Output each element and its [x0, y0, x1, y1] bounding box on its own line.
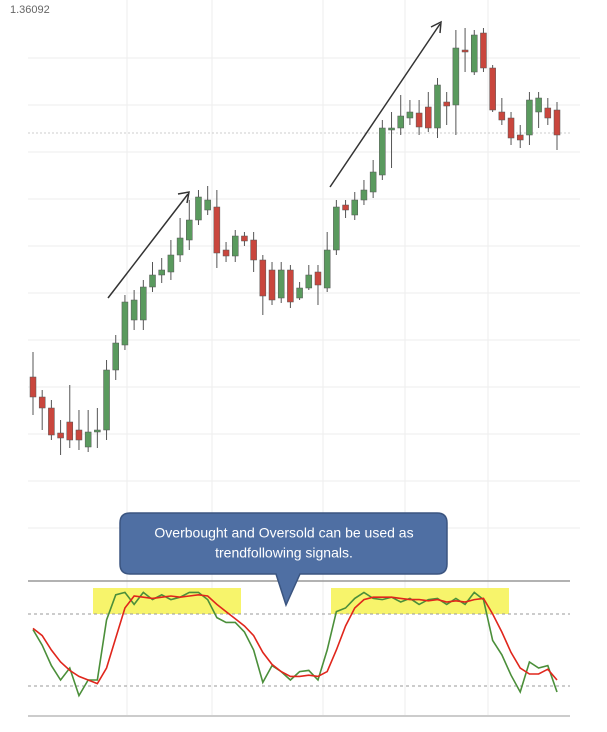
candle-body: [130, 299, 138, 321]
candle-body: [48, 407, 55, 436]
candle-body: [204, 199, 211, 211]
candle-body: [323, 249, 331, 289]
trend-arrows: [107, 20, 442, 299]
callout-text: Overbought and Oversold can be used as: [154, 525, 413, 541]
candle-body: [103, 369, 110, 431]
marks: [28, 28, 570, 698]
candle-body: [75, 429, 83, 441]
candle-body: [305, 274, 313, 289]
candle-body: [342, 204, 349, 211]
candle-body: [57, 432, 64, 439]
candle-body: [443, 101, 450, 107]
candle-body: [140, 286, 147, 321]
candle-body: [158, 269, 165, 276]
candle-body: [526, 99, 533, 136]
candle-body: [489, 67, 496, 111]
price-label: 1.36092: [10, 4, 50, 16]
candle-body: [535, 97, 542, 113]
candle-body: [176, 237, 184, 256]
candle-body: [222, 249, 230, 257]
candle-body: [397, 115, 404, 129]
candle-body: [507, 117, 515, 139]
candle-body: [94, 429, 101, 433]
candle-body: [369, 171, 377, 193]
candle-body: [480, 32, 487, 69]
candle-body: [84, 431, 92, 448]
candle-body: [195, 196, 202, 221]
highlight: [331, 588, 509, 614]
oscillator-line: [32, 593, 558, 685]
candle-body: [498, 111, 506, 121]
callout-text: trendfollowing signals.: [215, 545, 353, 561]
candle-body: [379, 127, 386, 176]
candle-body: [415, 112, 423, 128]
candle-body: [213, 206, 221, 254]
candle-body: [314, 271, 322, 286]
candle-body: [516, 134, 524, 141]
candle-body: [434, 84, 441, 129]
candle-body: [167, 254, 175, 273]
candle-body: [66, 421, 74, 441]
candle-body: [277, 269, 285, 299]
candle-body: [425, 106, 432, 129]
highlight: [93, 588, 241, 614]
candle-body: [29, 376, 37, 398]
candle-body: [112, 342, 119, 371]
candle-body: [241, 235, 248, 242]
candle-body: [38, 396, 46, 409]
candle-body: [250, 239, 257, 261]
candle-body: [452, 47, 460, 106]
candle-body: [461, 49, 469, 53]
candle-body: [553, 109, 561, 136]
candle-body: [360, 189, 368, 201]
candle-body: [351, 199, 359, 216]
callout: Overbought and Oversold can be used as t…: [119, 512, 448, 608]
candle-body: [121, 301, 129, 346]
candle-body: [471, 34, 478, 73]
candle-body: [388, 127, 395, 131]
candle-body: [333, 206, 340, 251]
candle-body: [268, 269, 276, 301]
candle-body: [406, 111, 414, 119]
candle-body: [287, 269, 294, 303]
candle-body: [544, 107, 552, 119]
candle-body: [186, 219, 193, 241]
candle-body: [231, 235, 239, 257]
candle-body: [296, 287, 303, 299]
candle-body: [259, 259, 267, 297]
grid: [28, 0, 580, 715]
candle-body: [149, 274, 156, 288]
